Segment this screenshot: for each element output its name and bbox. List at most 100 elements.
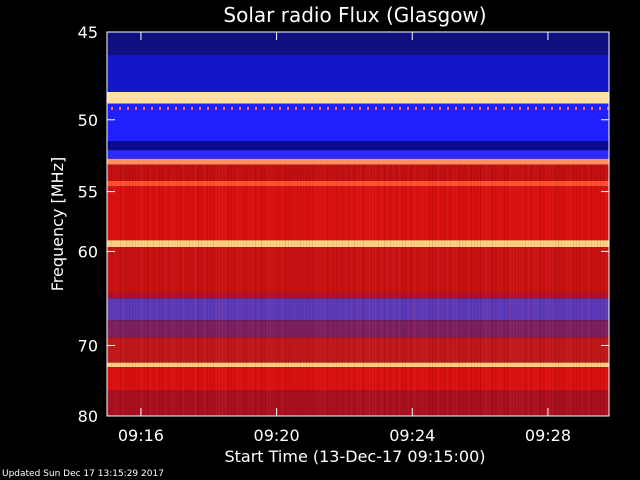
interference-dot	[223, 106, 225, 110]
texture-streak	[171, 164, 172, 416]
interference-dot	[159, 106, 161, 110]
texture-streak	[111, 164, 112, 416]
x-tick-label-2: 09:24	[389, 426, 435, 445]
interference-dot	[327, 106, 329, 110]
interference-dot	[455, 106, 457, 110]
texture-streak	[582, 164, 583, 416]
texture-streak	[183, 164, 184, 416]
texture-streak	[543, 164, 544, 416]
texture-streak	[393, 164, 394, 416]
texture-streak	[432, 164, 433, 416]
texture-streak	[414, 164, 415, 416]
texture-streak	[435, 164, 436, 416]
frequency-band-6	[107, 158, 609, 165]
interference-dot	[431, 106, 433, 110]
interference-dot	[215, 106, 217, 110]
texture-streak	[144, 164, 145, 416]
texture-streak	[606, 164, 607, 416]
axis-ticks: 45 50 55 60 70 80 09:16 09:20 09:24 09:28	[78, 23, 609, 445]
texture-streak	[486, 164, 487, 416]
y-tick-label-50: 50	[78, 111, 98, 130]
texture-streak	[126, 164, 127, 416]
texture-streak	[177, 164, 178, 416]
texture-streak	[159, 164, 160, 416]
texture-streak	[441, 164, 442, 416]
texture-streak	[378, 164, 379, 416]
interference-dot	[319, 106, 321, 110]
texture-streak	[573, 164, 574, 416]
y-tick-label-55: 55	[78, 183, 98, 202]
interference-dot	[271, 106, 273, 110]
texture-streak	[507, 164, 508, 416]
texture-streak	[549, 164, 550, 416]
texture-streak	[162, 164, 163, 416]
texture-streak	[555, 164, 556, 416]
texture-streak	[534, 164, 535, 416]
texture-streak	[579, 164, 580, 416]
interference-dot	[359, 106, 361, 110]
texture-streak	[387, 164, 388, 416]
interference-dot	[391, 106, 393, 110]
x-tick-label-3: 09:28	[525, 426, 571, 445]
texture-streak	[447, 164, 448, 416]
texture-streak	[252, 164, 253, 416]
texture-streak	[279, 164, 280, 416]
texture-streak	[531, 164, 532, 416]
texture-streak	[276, 164, 277, 416]
interference-dot	[439, 106, 441, 110]
texture-streak	[246, 164, 247, 416]
interference-dot	[567, 106, 569, 110]
frequency-band-2	[107, 91, 609, 104]
texture-streak	[564, 164, 565, 416]
texture-streak	[444, 164, 445, 416]
texture-streak	[552, 164, 553, 416]
texture-streak	[351, 164, 352, 416]
texture-streak	[594, 164, 595, 416]
interference-dot	[551, 106, 553, 110]
texture-streak	[240, 164, 241, 416]
interference-dot	[447, 106, 449, 110]
texture-streak	[567, 164, 568, 416]
texture-streak	[408, 164, 409, 416]
texture-streak	[360, 164, 361, 416]
texture-streak	[120, 164, 121, 416]
interference-dot	[247, 106, 249, 110]
texture-streak	[315, 164, 316, 416]
texture-streak	[321, 164, 322, 416]
interference-dot	[207, 106, 209, 110]
texture-streak	[237, 164, 238, 416]
texture-streak	[489, 164, 490, 416]
texture-streak	[282, 164, 283, 416]
interference-dot	[127, 106, 129, 110]
texture-streak	[207, 164, 208, 416]
texture-streak	[108, 164, 109, 416]
texture-streak	[342, 164, 343, 416]
interference-dot	[591, 106, 593, 110]
texture-streak	[540, 164, 541, 416]
texture-streak	[192, 164, 193, 416]
interference-dot	[415, 106, 417, 110]
interference-dot	[383, 106, 385, 110]
texture-streak	[372, 164, 373, 416]
texture-streak	[231, 164, 232, 416]
texture-streak	[453, 164, 454, 416]
interference-dot	[183, 106, 185, 110]
texture-streak	[147, 164, 148, 416]
texture-streak	[306, 164, 307, 416]
texture-streak	[591, 164, 592, 416]
y-tick-label-60: 60	[78, 242, 98, 261]
interference-dot	[111, 106, 113, 110]
texture-streak	[219, 164, 220, 416]
texture-streak	[327, 164, 328, 416]
texture-streak	[420, 164, 421, 416]
interference-dot	[143, 106, 145, 110]
texture-streak	[195, 164, 196, 416]
interference-dot	[503, 106, 505, 110]
frequency-band-3	[107, 103, 609, 142]
frequency-band-18	[107, 390, 609, 416]
interference-dot	[255, 106, 257, 110]
texture-streak	[336, 164, 337, 416]
texture-streak	[234, 164, 235, 416]
frequency-band-1	[107, 54, 609, 92]
texture-streak	[291, 164, 292, 416]
